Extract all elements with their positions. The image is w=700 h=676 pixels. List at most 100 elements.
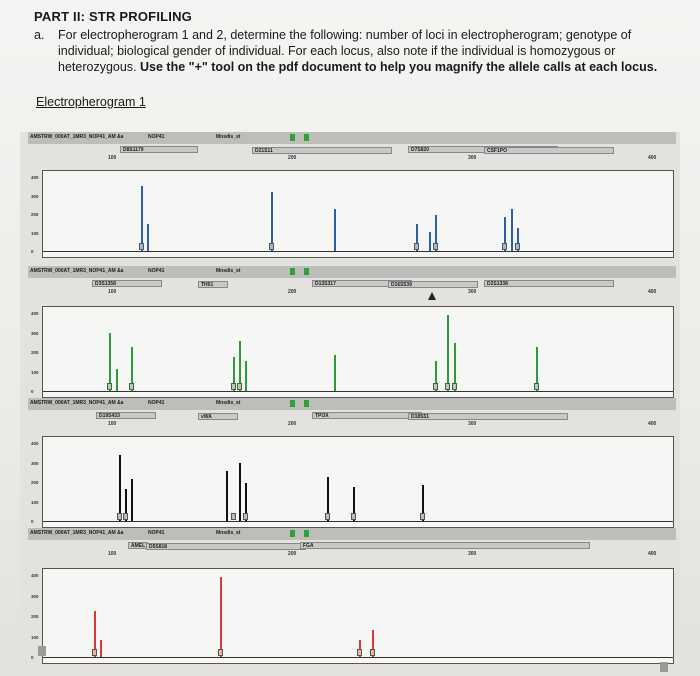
trace-peak <box>125 489 128 521</box>
trace-peak <box>447 315 450 391</box>
allele-call-box[interactable] <box>451 383 457 390</box>
toolbar-label: AMSTRW_000AT_1MR3_NOP41_AM &a <box>30 268 124 274</box>
scroll-handle[interactable] <box>660 662 668 672</box>
locus-bar-d21s11[interactable]: D21S11 <box>252 147 392 154</box>
instructions: a. For electropherogram 1 and 2, determi… <box>34 27 684 75</box>
green-marker-icon <box>304 134 309 141</box>
allele-call-box[interactable] <box>533 383 539 390</box>
trace-peak <box>422 485 425 521</box>
locus-bar-d2s1338[interactable]: D2S1338 <box>484 280 614 287</box>
toolbar-label: AMSTRW_000AT_1MR3_NOP41_AM &a <box>30 400 124 406</box>
allele-call-box[interactable] <box>243 513 249 520</box>
y-axis-tick: 300 <box>31 460 39 466</box>
allele-call-box[interactable] <box>445 383 451 390</box>
allele-call-box[interactable] <box>116 513 122 520</box>
trace-peak <box>118 455 121 521</box>
allele-call-box[interactable] <box>129 383 135 390</box>
trace-peak <box>99 640 102 657</box>
y-axis-tick: 400 <box>31 311 39 316</box>
trace-plot: 400 300 200 100 0 <box>31 568 674 664</box>
size-ruler-tick: 400 <box>648 155 657 161</box>
electropherogram-panel-green: AMSTRW_000AT_1MR3_NOP41_AM &a NOP41 Mnsdis… <box>28 266 676 402</box>
locus-bar-tpox[interactable]: TPOX <box>312 412 422 419</box>
trace-peak <box>232 357 235 391</box>
locus-bar-fga[interactable]: FGA <box>300 542 590 549</box>
allele-call-box[interactable] <box>357 649 362 656</box>
allele-call-box[interactable] <box>432 383 438 390</box>
y-axis-tick: 400 <box>31 441 39 446</box>
scroll-handle[interactable] <box>38 646 46 656</box>
trace-peak <box>131 347 134 391</box>
trace-peak <box>238 463 241 521</box>
y-axis-tick: 300 <box>31 330 39 336</box>
locus-bar-d19s433[interactable]: D19S433 <box>96 412 156 419</box>
allele-call-box[interactable] <box>369 649 375 656</box>
y-axis-tick: 300 <box>31 593 39 599</box>
trace-peak <box>219 577 222 657</box>
trace-peak <box>504 216 507 251</box>
y-axis-tick: 200 <box>31 350 39 355</box>
locus-bar-d16s539[interactable]: D16S539 <box>388 281 478 288</box>
locus-bar-th01[interactable]: TH01 <box>198 281 228 288</box>
toolbar-kit-label: NOP41 <box>148 134 165 140</box>
allele-call-box[interactable] <box>138 243 144 250</box>
y-axis-tick: 400 <box>31 573 39 578</box>
allele-call-box[interactable] <box>236 383 242 390</box>
allele-call-box[interactable] <box>502 243 508 250</box>
electropherogram-heading: Electropherogram 1 <box>36 95 146 109</box>
size-ruler-tick: 200 <box>288 421 297 427</box>
green-marker-icon <box>290 268 295 275</box>
locus-bar-d8s1179[interactable]: D8S1179 <box>120 146 198 153</box>
allele-call-box[interactable] <box>350 513 356 520</box>
trace-peak <box>93 610 96 657</box>
trace-peak <box>333 209 336 251</box>
size-ruler-tick: 300 <box>468 421 477 427</box>
green-marker-icon <box>304 268 309 275</box>
allele-call-box[interactable] <box>432 243 438 250</box>
toolbar-mode-label: Mnsdis_st <box>216 134 241 140</box>
allele-call-box[interactable] <box>123 513 129 520</box>
trace-peak <box>453 343 456 391</box>
allele-call-box[interactable] <box>420 513 426 520</box>
trace-peak <box>352 487 355 521</box>
trace-peak <box>428 232 431 251</box>
size-ruler-tick: 100 <box>108 551 117 557</box>
panel-toolbar: AMSTRW_000AT_1MR3_NOP41_AM &a NOP41 Mnsdis… <box>28 132 676 144</box>
trace-peak <box>359 640 361 657</box>
allele-call-box[interactable] <box>230 383 236 390</box>
allele-call-box[interactable] <box>325 513 331 520</box>
allele-call-box[interactable] <box>268 243 274 250</box>
trace-peak <box>147 224 150 251</box>
toolbar-mode-label: Mnsdis_st <box>216 530 241 536</box>
trace-peak <box>226 471 229 521</box>
locus-bar-d3s1358[interactable]: D3S1358 <box>92 280 162 287</box>
allele-call-box[interactable] <box>413 243 419 250</box>
electropherogram-panel-blue: AMSTRW_000AT_1MR3_NOP41_AM &a NOP41 Mnsdis… <box>28 132 676 262</box>
electropherogram-screenshot: AMSTRW_000AT_1MR3_NOP41_AM &a NOP41 Mnsdis… <box>20 132 680 676</box>
trace-peak <box>109 333 112 391</box>
allele-call-box[interactable] <box>107 383 113 390</box>
trace-peak <box>245 360 248 391</box>
y-axis-tick: 200 <box>31 614 39 619</box>
locus-bar-csf1po[interactable]: CSF1PO <box>484 147 614 154</box>
green-marker-icon <box>290 530 295 537</box>
panel-toolbar: AMSTRW_000AT_1MR3_NOP41_AM &a NOP41 Mnsdis… <box>28 266 676 278</box>
locus-bar-d18s51[interactable]: D18S51 <box>408 413 568 420</box>
allele-call-box[interactable] <box>91 649 97 656</box>
allele-call-box[interactable] <box>515 243 520 250</box>
toolbar-kit-label: NOP41 <box>148 530 165 536</box>
size-ruler-tick: 300 <box>468 551 477 557</box>
locus-bar-vwa[interactable]: vWA <box>198 413 238 420</box>
allele-call-box[interactable] <box>217 649 223 656</box>
mouse-cursor-icon <box>428 292 436 300</box>
y-axis-tick: 100 <box>31 499 39 505</box>
trace-peak <box>327 477 330 521</box>
toolbar-kit-label: NOP41 <box>148 268 165 274</box>
locus-bar-amel[interactable]: AMEL <box>128 542 148 549</box>
section-heading: PART II: STR PROFILING <box>34 9 192 24</box>
locus-bar-d5s818[interactable]: D5S818 <box>146 543 306 550</box>
size-ruler-tick: 300 <box>468 289 477 295</box>
y-axis-tick: 200 <box>31 480 39 485</box>
item-marker: a. <box>34 28 45 42</box>
allele-call-box[interactable] <box>230 513 236 520</box>
